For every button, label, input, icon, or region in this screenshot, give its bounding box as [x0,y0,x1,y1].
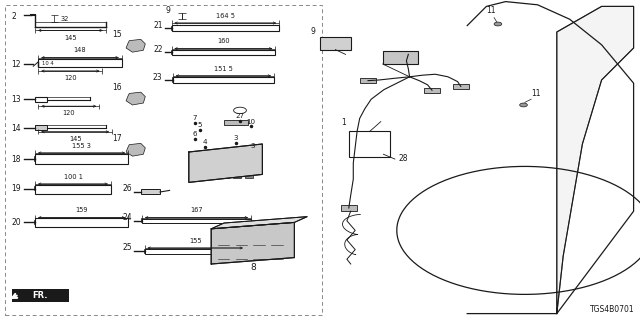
Text: 21: 21 [153,21,163,30]
Text: 10: 10 [246,119,255,124]
Text: 9: 9 [310,27,315,36]
Bar [233,163,241,178]
Bar [35,97,47,102]
Text: 24: 24 [122,213,132,222]
Text: 20: 20 [12,218,21,227]
Text: 151 5: 151 5 [214,66,233,72]
Text: 16: 16 [112,83,122,92]
Text: 11: 11 [531,89,541,98]
Text: 11: 11 [486,6,496,15]
Bar [145,249,246,254]
Bar [172,25,279,31]
Bar [38,59,122,67]
Polygon shape [211,217,307,229]
Bar [12,289,69,302]
Bar [320,37,351,50]
Text: 23: 23 [153,73,163,82]
Text: 148: 148 [74,47,86,53]
Text: 3: 3 [233,135,238,141]
Text: 15: 15 [112,30,122,39]
Text: 13: 13 [12,95,21,104]
Bar [141,189,160,194]
Text: 160: 160 [217,38,230,44]
Circle shape [494,22,502,26]
Polygon shape [189,144,262,182]
Bar [245,163,253,178]
Text: 25: 25 [122,243,132,252]
Bar [35,125,47,130]
Bar [360,78,376,83]
Text: 26: 26 [122,184,132,193]
Text: 6: 6 [193,131,198,137]
Text: 32: 32 [61,16,69,22]
Bar [5,5,322,315]
Text: 17: 17 [112,134,122,143]
Circle shape [520,103,527,107]
Text: 22: 22 [153,45,163,54]
Bar [453,84,469,89]
Text: 14: 14 [12,124,21,132]
Text: 1: 1 [341,118,346,127]
Bar [35,154,128,164]
Text: 7: 7 [193,116,198,121]
Text: 8: 8 [250,263,255,272]
Bar [172,50,275,55]
Bar [349,131,390,157]
Text: 27: 27 [236,113,244,119]
Bar [341,205,357,211]
Text: 164 5: 164 5 [216,13,235,19]
Polygon shape [126,143,145,156]
Bar [35,185,111,194]
Text: 10 4: 10 4 [42,61,53,66]
Bar [383,51,418,64]
Text: 120: 120 [64,75,77,81]
Text: 9: 9 [165,6,170,15]
Text: 120: 120 [63,110,75,116]
Text: 12: 12 [12,60,21,68]
Polygon shape [557,6,634,314]
Bar [142,219,251,223]
Text: 155 3: 155 3 [72,143,91,149]
Text: 4: 4 [202,139,207,145]
Text: TGS4B0701: TGS4B0701 [590,305,635,314]
Text: 145: 145 [64,35,77,41]
Text: 145: 145 [69,136,81,142]
Text: 159: 159 [76,207,88,213]
Bar [35,218,128,227]
Polygon shape [126,39,145,52]
Text: 167: 167 [190,207,203,213]
Text: 28: 28 [398,154,408,163]
Bar [224,120,248,125]
Text: 155: 155 [189,238,202,244]
Text: 18: 18 [12,155,21,164]
Bar [221,163,229,178]
Text: 5: 5 [197,122,202,128]
Text: 19: 19 [12,184,21,193]
Text: 2: 2 [12,12,16,20]
Polygon shape [211,222,294,264]
Polygon shape [126,92,145,105]
Bar [173,77,274,83]
Text: FR.: FR. [32,291,47,300]
Bar [401,52,417,57]
Bar [209,163,217,178]
Bar [196,163,205,178]
Text: 100 1: 100 1 [63,174,83,180]
Bar [424,88,440,93]
Text: 3: 3 [250,143,255,148]
